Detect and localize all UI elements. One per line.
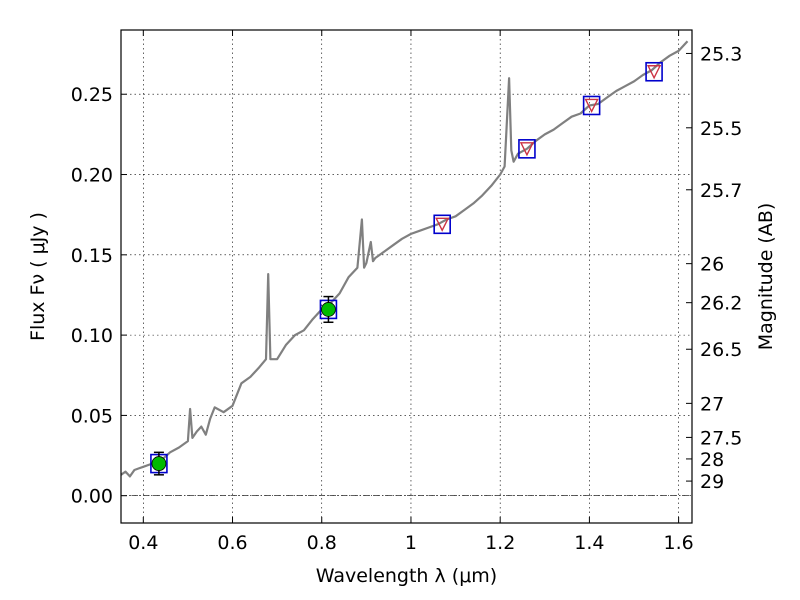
x-tick-label: 0.8 bbox=[307, 532, 337, 554]
x-axis-label: Wavelength λ (μm) bbox=[316, 565, 497, 587]
spectrum-line bbox=[120, 40, 689, 478]
x-tick-label: 1 bbox=[405, 532, 417, 554]
tick-layer: 0.4 0.6 0.8 1 1.2 1.4 1.6 0.00 0.05 0.10 0.15 0.20 0… bbox=[71, 30, 742, 554]
y-axis-label-flux: Flux Fν ( μJy ) bbox=[27, 212, 49, 341]
x-tick-label: 0.4 bbox=[128, 532, 158, 554]
model-square bbox=[518, 139, 536, 159]
y-axis-label-magnitude: Magnitude (AB) bbox=[755, 203, 777, 351]
upper-limit-triangle bbox=[646, 65, 662, 80]
mag-tick-label: 26.2 bbox=[700, 293, 742, 315]
y-tick-label: 0.15 bbox=[71, 245, 113, 267]
model-square bbox=[433, 214, 451, 235]
y-tick-label: 0.05 bbox=[71, 405, 113, 427]
mag-tick-label: 25.3 bbox=[700, 43, 742, 65]
grid-layer bbox=[121, 30, 692, 523]
mag-tick-label: 25.7 bbox=[700, 180, 742, 202]
detection-point bbox=[321, 302, 336, 317]
mag-tick-label: 27.5 bbox=[700, 427, 742, 449]
mag-tick-label: 27 bbox=[700, 393, 724, 415]
mag-tick-label: 26.5 bbox=[700, 339, 742, 361]
x-tick-label: 1.6 bbox=[664, 532, 694, 554]
detection-point bbox=[151, 456, 167, 471]
plot-frame bbox=[120, 29, 693, 524]
y-tick-label: 0.20 bbox=[71, 165, 113, 187]
upper-limit-triangle bbox=[584, 98, 599, 114]
mag-tick-label: 28 bbox=[700, 449, 724, 471]
model-square bbox=[645, 61, 663, 82]
model-square bbox=[582, 95, 601, 116]
upper-limit-triangle bbox=[519, 142, 535, 157]
x-tick-label: 0.6 bbox=[217, 532, 247, 554]
y-tick-label: 0.00 bbox=[71, 486, 113, 508]
mag-tick-label: 29 bbox=[700, 471, 724, 493]
mag-tick-label: 26 bbox=[700, 254, 724, 276]
data-layer bbox=[120, 40, 689, 478]
x-tick-label: 1.4 bbox=[574, 532, 604, 554]
x-tick-label: 1.2 bbox=[485, 532, 515, 554]
y-tick-label: 0.25 bbox=[71, 84, 113, 106]
y-tick-label: 0.10 bbox=[71, 325, 113, 347]
mag-tick-label: 25.5 bbox=[700, 118, 742, 140]
upper-limit-triangle bbox=[435, 217, 450, 232]
